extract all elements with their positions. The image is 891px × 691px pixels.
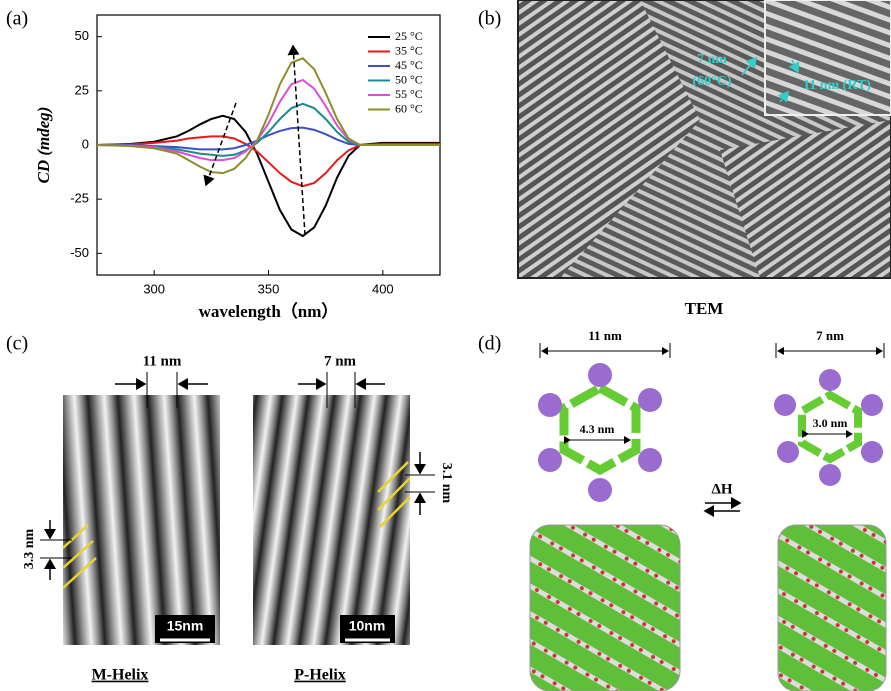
width-label: 7 nm xyxy=(324,353,357,369)
legend-label: 50 °C xyxy=(395,72,423,86)
cd-line xyxy=(97,136,440,186)
annotation: 11 nm (RT) xyxy=(803,78,871,93)
legend-label: 35 °C xyxy=(395,43,423,57)
annotation: (60°C) xyxy=(692,74,731,89)
y-axis-label: CD (mdeg) xyxy=(34,107,53,184)
inner-label: 3.0 nm xyxy=(813,416,848,430)
caption: TEM xyxy=(685,299,724,318)
y-tick-label: 25 xyxy=(75,82,89,97)
afm-left: 11 nm 3.3 nm 15nm M-Helix xyxy=(22,353,220,683)
cd-line xyxy=(97,58,440,173)
inner-label: 4.3 nm xyxy=(580,422,615,436)
x-tick-label: 400 xyxy=(372,281,394,296)
legend-label: 45 °C xyxy=(395,58,423,72)
legend-label: 25 °C xyxy=(395,29,423,43)
model-left: 11 nm 4.3 nm xyxy=(530,328,680,691)
y-tick-label: 0 xyxy=(82,136,89,151)
x-tick-label: 300 xyxy=(143,281,165,296)
x-tick-label: 350 xyxy=(258,281,280,296)
panel-label: (a) xyxy=(6,8,28,30)
caption: M-Helix xyxy=(92,667,149,684)
trend-arrow xyxy=(293,46,305,235)
model-right: 7 nm 3.0 nm xyxy=(774,328,886,691)
diameter-label: 7 nm xyxy=(816,328,844,343)
x-axis-label: wavelength（nm） xyxy=(199,301,339,321)
width-label: 11 nm xyxy=(143,353,182,369)
scale-label: 15nm xyxy=(167,618,204,634)
panel-label: (c) xyxy=(6,333,28,355)
legend-label: 60 °C xyxy=(395,101,423,115)
diameter-label: 11 nm xyxy=(588,328,622,343)
transition-label: ΔH xyxy=(711,481,732,497)
y-tick-label: 50 xyxy=(75,28,89,43)
afm-image xyxy=(63,395,220,645)
figure: (a) -50 -25 0 25 50 300 350 400 wavelength（nm） CD… xyxy=(0,0,891,691)
scale-label: 10nm xyxy=(349,618,386,634)
cd-line xyxy=(97,116,440,236)
tem-image: 7 nm (60°C) 11 nm (RT) xyxy=(518,0,891,278)
y-tick-label: -50 xyxy=(70,245,89,260)
legend-label: 55 °C xyxy=(395,87,423,101)
panel-label: (d) xyxy=(478,333,501,355)
pitch-label: 3.3 nm xyxy=(22,528,37,569)
y-tick-label: -25 xyxy=(70,191,89,206)
pitch-label: 3.1 nm xyxy=(439,463,454,504)
caption: P-Helix xyxy=(294,667,346,684)
panel-label: (b) xyxy=(478,8,501,30)
annotation: 7 nm xyxy=(697,52,727,67)
afm-right: 7 nm 3.1 nm 10nm P-Helix xyxy=(253,353,454,683)
cylinder xyxy=(778,525,886,691)
cd-chart: -50 -25 0 25 50 300 350 400 wavelength（nm） CD (md… xyxy=(34,15,440,321)
cylinder xyxy=(530,525,680,691)
